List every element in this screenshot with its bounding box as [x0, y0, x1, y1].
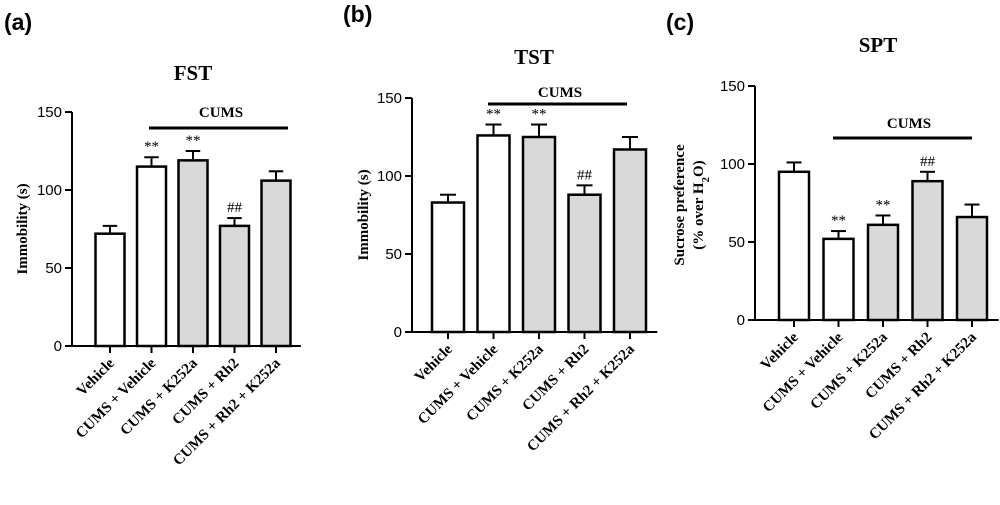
bar-4: [911, 179, 944, 322]
bar-3: [866, 223, 900, 322]
y-tick-label: 50: [45, 260, 62, 277]
bar-1: [94, 232, 126, 348]
significance-marker: **: [532, 107, 547, 123]
x-category-label: Vehicle: [758, 329, 802, 373]
panel-label: (a): [4, 9, 32, 35]
y-tick-label: 0: [54, 338, 62, 355]
panel-label: (c): [666, 9, 694, 35]
significance-marker: **: [876, 197, 891, 213]
chart-title: TST: [514, 45, 554, 69]
y-axis-label: Immobility (s): [15, 183, 31, 274]
group-label: CUMS: [887, 116, 931, 132]
group-label: CUMS: [538, 85, 582, 101]
panel-label: (b): [343, 1, 372, 27]
bar-5: [955, 215, 989, 322]
chart-panel-b: (b) TST Immobility (s) 0 50 100 150 Vehicle ** CU…: [343, 1, 658, 455]
y-tick-label: 150: [377, 90, 402, 107]
y-tick-label: 100: [720, 156, 745, 173]
y-axis-label-line1: Sucrose preference: [672, 144, 688, 266]
significance-marker: ##: [920, 154, 936, 170]
significance-marker: **: [486, 107, 501, 123]
x-category-label: Vehicle: [412, 341, 456, 385]
bar-5: [612, 148, 648, 334]
y-tick-label: 0: [737, 312, 745, 329]
significance-marker: ##: [577, 167, 593, 183]
bar-4: [567, 193, 602, 334]
bar-2: [822, 237, 855, 322]
bar-3: [177, 159, 209, 348]
y-tick-label: 150: [37, 104, 62, 121]
bar-1: [777, 170, 811, 322]
y-axis-label: Immobility (s): [356, 169, 372, 260]
y-tick-label: 50: [385, 246, 402, 263]
bar-5: [260, 179, 292, 348]
significance-marker: **: [831, 213, 846, 229]
significance-marker: **: [144, 139, 159, 155]
bar-2: [476, 134, 511, 334]
bar-3: [521, 135, 557, 334]
x-category-label: CUMS + K252a: [463, 341, 547, 425]
group-label: CUMS: [199, 105, 243, 121]
chart-panel-c: (c) SPT Sucrose preference (% over H2O) 0 50 1…: [666, 9, 999, 443]
x-category-label: CUMS + K252a: [807, 329, 891, 413]
significance-marker: ##: [227, 200, 243, 216]
y-tick-label: 50: [728, 234, 745, 251]
bar-1: [430, 201, 466, 334]
y-tick-label: 150: [720, 78, 745, 95]
y-axis-label-line2: (% over H2O): [691, 160, 712, 249]
bar-4: [218, 224, 251, 348]
significance-marker: **: [186, 133, 201, 149]
x-category-label: CUMS + Vehicle: [415, 341, 502, 428]
y-tick-label: 0: [394, 324, 402, 341]
chart-title: FST: [174, 61, 213, 85]
bar-2: [135, 165, 168, 348]
y-tick-label: 100: [377, 168, 402, 185]
x-category-label: CUMS + Vehicle: [760, 329, 847, 416]
chart-title: SPT: [859, 33, 898, 57]
y-tick-label: 100: [37, 182, 62, 199]
